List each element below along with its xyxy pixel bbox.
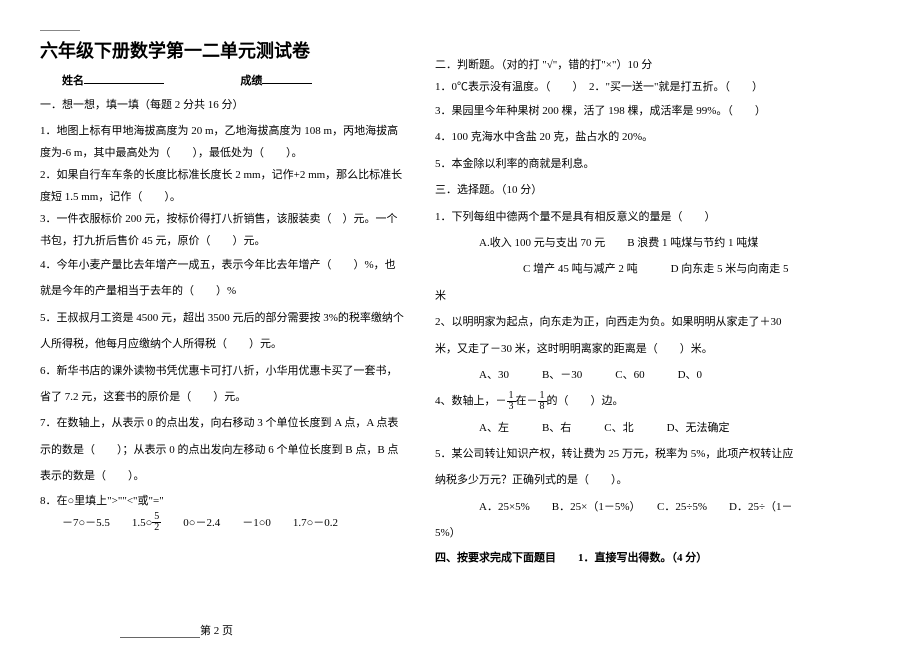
frac-1-3: 13 bbox=[507, 391, 516, 412]
q6: 6．新华书店的课外读物书凭优惠卡可打八折，小华用优惠卡买了一套书，省了 7.2 … bbox=[40, 358, 405, 411]
header-rule bbox=[40, 30, 80, 31]
j5: 5．本金除以利率的商就是利息。 bbox=[435, 151, 800, 177]
exam-title: 六年级下册数学第一二单元测试卷 bbox=[40, 37, 405, 63]
section3-head: 三．选择题。（10 分） bbox=[435, 177, 800, 203]
score-label: 成绩 bbox=[240, 75, 262, 87]
q1: 1．地图上标有甲地海拔高度为 20 m，乙地海拔高度为 108 m，丙地海拔高度… bbox=[40, 120, 405, 164]
q4: 4．今年小麦产量比去年增产一成五，表示今年比去年增产（ ）%，也就是今年的产量相… bbox=[40, 252, 405, 305]
section2-head: 二．判断题。（对的打 "√"，错的打"×"）10 分 bbox=[435, 54, 800, 76]
c5-opts: A．25×5% B．25×（1－5%） C．25÷5% D．25÷（1－5%） bbox=[435, 494, 800, 547]
c2-opts: A、30 B、－30 C、60 D、0 bbox=[435, 362, 800, 388]
q2: 2．如果自行车车条的长度比标准长度长 2 mm，记作+2 mm，那么比标准长度短… bbox=[40, 164, 405, 208]
j4: 4．100 克海水中含盐 20 克，盐占水的 20%。 bbox=[435, 124, 800, 150]
c5: 5．某公司转让知识产权，转让费为 25 万元，税率为 5%，此项产权转让应纳税多… bbox=[435, 441, 800, 494]
c4-opts: A、左 B、右 C、北 D、无法确定 bbox=[435, 415, 800, 441]
frac-5-2: 52 bbox=[152, 512, 161, 533]
c4-pre: 4、数轴上，－ bbox=[435, 395, 507, 407]
q8-part1: －7○－5.5 1.5○ bbox=[40, 517, 152, 529]
c1: 1．下列每组中德两个量不是具有相反意义的量是（ ） bbox=[435, 204, 800, 230]
j3: 3．果园里今年种果树 200 棵，活了 198 棵，成活率是 99%。（ ） bbox=[435, 98, 800, 124]
q8-line: －7○－5.5 1.5○52 0○－2.4 －1○0 1.7○－0.2 bbox=[40, 512, 405, 534]
frac-1-8: 18 bbox=[538, 391, 547, 412]
c2: 2、以明明家为起点，向东走为正，向西走为负。如果明明从家走了＋30 米，又走了－… bbox=[435, 309, 800, 362]
name-blank bbox=[84, 71, 164, 84]
c4: 4、数轴上，－13在－18的（ ）边。 bbox=[435, 388, 800, 414]
j1: 1．0℃表示没有温度。（ ） 2．"买一送一"就是打五折。（ ） bbox=[435, 76, 800, 98]
score-blank bbox=[262, 71, 312, 84]
q8-part2: 0○－2.4 －1○0 1.7○－0.2 bbox=[161, 517, 338, 529]
c1-opts-b: C 增产 45 吨与减产 2 吨 D 向东走 5 米与向南走 5 米 bbox=[435, 256, 800, 309]
q5: 5．王叔叔月工资是 4500 元，超出 3500 元后的部分需要按 3%的税率缴… bbox=[40, 305, 405, 358]
section4-text: 四、按要求完成下面题目 1．直接写出得数。（4 分） bbox=[435, 552, 707, 564]
q7: 7．在数轴上，从表示 0 的点出发，向右移动 3 个单位长度到 A 点，A 点表… bbox=[40, 410, 405, 489]
q3: 3．一件衣服标价 200 元，按标价得打八折销售，该服装卖（ ）元。一个书包，打… bbox=[40, 208, 405, 252]
c4-mid: 在－ bbox=[516, 395, 538, 407]
page-number: 第 2 页 bbox=[200, 625, 233, 637]
name-label: 姓名 bbox=[62, 75, 84, 87]
section4-head: 四、按要求完成下面题目 1．直接写出得数。（4 分） bbox=[435, 547, 800, 569]
page-footer: 第 2 页 bbox=[120, 622, 233, 638]
q8-head: 8．在○里填上">""<"或"=" bbox=[40, 490, 405, 512]
c4-post: 的（ ）边。 bbox=[547, 395, 624, 407]
c1-opts-a: A.收入 100 元与支出 70 元 B 浪费 1 吨煤与节约 1 吨煤 bbox=[435, 230, 800, 256]
section1-head: 一．想一想，填一填（每题 2 分共 16 分） bbox=[40, 94, 405, 116]
name-score-line: 姓名 成绩 bbox=[40, 71, 405, 88]
